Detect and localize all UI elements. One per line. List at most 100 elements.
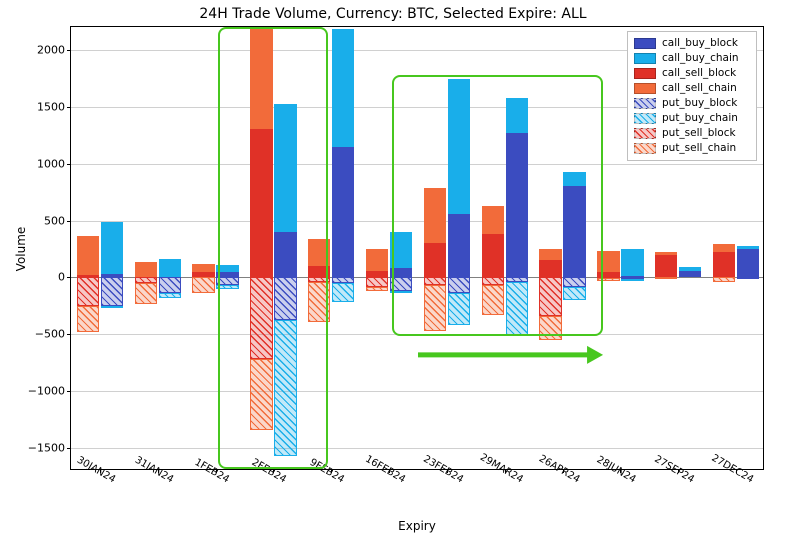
legend-label: put_buy_block [662,96,737,111]
bar-seg-put_buy_chain [101,306,123,308]
bar-seg-put_buy_block [390,277,412,291]
xtick-label: 26APR24 [537,446,586,485]
bar-seg-call_buy_chain [274,104,296,232]
bar-seg-put_sell_chain [424,285,446,331]
bar-seg-call_sell_chain [424,188,446,244]
legend-item: put_buy_block [634,96,750,111]
bar-seg-put_buy_chain [621,279,643,281]
bar-seg-put_sell_chain [192,277,214,293]
bar-seg-put_buy_block [159,277,181,293]
legend-item: put_buy_chain [634,111,750,126]
bar-seg-put_buy_block [737,277,759,279]
bar-seg-put_sell_chain [482,285,504,315]
legend-patch-call_sell_chain [634,83,656,94]
bar-seg-put_buy_chain [159,293,181,298]
bar-seg-call_sell_block [539,260,561,277]
bar-seg-call_sell_chain [192,264,214,272]
bar-seg-call_buy_block [679,271,701,278]
x-axis-label: Expiry [398,519,436,533]
bar-seg-call_buy_chain [390,232,412,268]
bar-seg-call_buy_chain [563,172,585,187]
bar-seg-call_sell_chain [250,29,272,129]
bar-seg-put_sell_block [366,277,388,286]
bar-seg-call_sell_block [655,255,677,278]
bar-seg-put_sell_chain [713,277,735,282]
xtick-label: 31JAN24 [133,448,179,486]
bar-seg-put_sell_chain [655,277,677,279]
bar-seg-put_buy_chain [563,287,585,301]
bar-seg-put_buy_chain [216,285,238,288]
bar-seg-put_buy_chain [332,283,354,302]
legend-label: put_buy_chain [662,111,738,126]
xtick-label: 9FEB24 [308,450,350,485]
xtick-label: 1FEB24 [192,450,234,485]
xtick-label: 16FEB24 [363,447,411,486]
legend-patch-put_buy_chain [634,113,656,124]
bar-seg-call_sell_block [308,266,330,277]
gridline [71,391,763,392]
ytick-label: 2000 [37,43,71,56]
ytick-label: 1000 [37,157,71,170]
bar-seg-put_sell_chain [135,283,157,303]
bar-seg-put_buy_block [448,277,470,293]
bar-seg-put_buy_chain [390,291,412,293]
legend-item: put_sell_chain [634,141,750,156]
gridline [71,221,763,222]
bar-seg-call_buy_block [563,186,585,277]
bar-seg-call_buy_chain [679,267,701,270]
bar-seg-call_sell_chain [655,252,677,254]
bar-seg-call_buy_chain [448,79,470,213]
legend: call_buy_blockcall_buy_chaincall_sell_bl… [627,31,757,161]
ytick-label: 0 [58,271,71,284]
legend-label: call_sell_chain [662,81,737,96]
legend-patch-call_buy_chain [634,53,656,64]
legend-item: put_sell_block [634,126,750,141]
legend-item: call_buy_chain [634,51,750,66]
bar-seg-put_sell_block [424,277,446,285]
bar-seg-call_sell_chain [597,251,619,271]
xtick-label: 27DEC24 [710,446,760,486]
ytick-label: −1500 [28,442,71,455]
bar-seg-put_sell_chain [77,306,99,332]
bar-seg-call_buy_chain [737,246,759,249]
xtick-label: 29MAR24 [478,445,529,485]
bar-seg-put_sell_chain [597,278,619,281]
legend-patch-put_buy_block [634,98,656,109]
legend-label: call_buy_block [662,36,738,51]
bar-seg-call_sell_block [482,234,504,277]
bar-seg-put_sell_block [482,277,504,285]
legend-item: call_buy_block [634,36,750,51]
ytick-label: −500 [35,328,71,341]
bar-seg-call_buy_chain [506,98,528,133]
bar-seg-call_sell_chain [366,249,388,271]
bar-seg-call_buy_chain [159,259,181,277]
bar-seg-call_buy_block [332,147,354,278]
gridline [71,334,763,335]
xtick-label: 28JUN24 [595,447,642,485]
bar-seg-put_buy_block [563,277,585,286]
chart-title: 24H Trade Volume, Currency: BTC, Selecte… [0,6,786,22]
ytick-label: 1500 [37,100,71,113]
legend-patch-call_buy_block [634,38,656,49]
bar-seg-call_buy_chain [621,249,643,276]
bar-seg-put_buy_chain [448,293,470,325]
bar-seg-call_buy_block [390,268,412,277]
bar-seg-put_sell_block [250,277,272,359]
bar-seg-put_buy_chain [506,282,528,336]
figure: 24H Trade Volume, Currency: BTC, Selecte… [0,0,786,526]
legend-item: call_sell_block [634,66,750,81]
bar-seg-call_buy_block [448,214,470,278]
bar-seg-call_buy_chain [216,265,238,272]
ytick-label: −1000 [28,385,71,398]
xtick-label: 27SEP24 [653,447,701,486]
legend-label: put_sell_chain [662,141,736,156]
bar-seg-put_sell_chain [366,287,388,292]
bar-seg-put_sell_chain [250,359,272,430]
bar-seg-call_buy_chain [101,222,123,274]
bar-seg-call_buy_block [737,249,759,277]
bar-seg-call_sell_chain [482,206,504,234]
bar-seg-call_sell_chain [135,262,157,278]
bar-seg-put_buy_chain [274,320,296,457]
bar-seg-call_buy_chain [332,29,354,146]
bar-seg-call_sell_chain [539,249,561,260]
